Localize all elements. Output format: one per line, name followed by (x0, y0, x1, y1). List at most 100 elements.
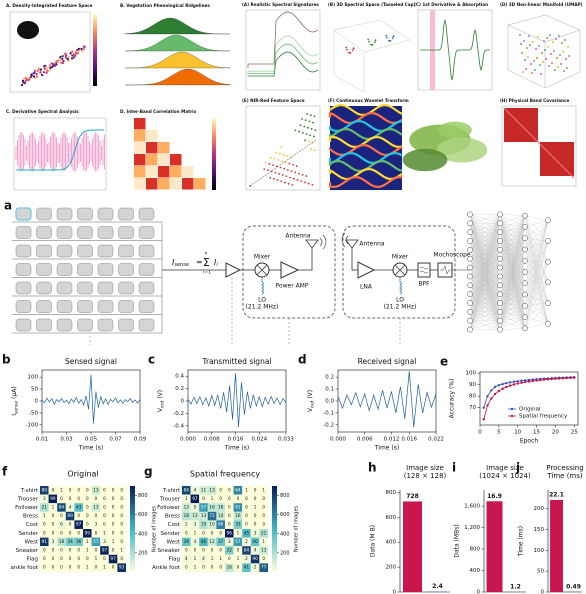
panel-label: f (2, 465, 8, 479)
cell-label: 0 (77, 556, 80, 561)
nn-edge (469, 214, 501, 250)
y-axis-label: Vout(V) (307, 390, 316, 412)
heatmap-cell (83, 546, 92, 555)
deco-dot (519, 34, 521, 36)
nn-edge (524, 283, 549, 324)
row-label: Cost (26, 522, 39, 528)
deco-dot (314, 129, 317, 132)
deco-dot (45, 66, 48, 69)
heatmap-cell (182, 554, 191, 564)
heatmap-cell (74, 503, 83, 512)
cell-label: 0 (69, 496, 72, 501)
heatmap-cell (65, 486, 75, 495)
deco-cell (182, 166, 194, 178)
y-tick-label: 600 (386, 515, 397, 521)
cell-label: 1 (103, 530, 106, 535)
nn-node (522, 224, 528, 230)
heatmap-cell (83, 494, 92, 504)
heatmap-cell (216, 537, 225, 547)
y-tick-label: 0 (477, 590, 481, 594)
cell-label: 97 (110, 556, 116, 561)
deco-dot (83, 45, 86, 48)
nn-edge (524, 294, 549, 304)
cell-label: 40 (252, 539, 258, 544)
cell-label: 1 (194, 530, 197, 535)
deco-cell (134, 178, 146, 190)
heatmap-cell (190, 537, 200, 547)
nn-edge (469, 214, 501, 330)
nn-edge (524, 323, 549, 329)
nn-edge (499, 215, 526, 321)
deco-cell (134, 142, 146, 154)
heatmap-cell (216, 546, 225, 555)
nn-edge (499, 215, 526, 295)
deco-dot (521, 52, 523, 54)
panel-label: c (148, 353, 155, 367)
deco-dot (549, 34, 551, 36)
scope-wave (440, 265, 451, 275)
heatmap-cell (225, 537, 234, 547)
cell-label: 1 (103, 565, 106, 570)
cell-label: 1 (95, 556, 98, 561)
heatmap-cell (65, 494, 75, 504)
cell-label: 0 (103, 505, 106, 510)
heatmap-cell (225, 503, 234, 512)
nn-node (522, 302, 528, 309)
nn-edge (499, 223, 526, 239)
heatmap-cell (207, 546, 217, 555)
nn-edge (499, 223, 526, 250)
data-point (508, 381, 512, 384)
cell-label: 0 (77, 565, 80, 570)
heatmap-cell (190, 520, 200, 529)
deco-dot (566, 67, 568, 69)
heatmap-cell (100, 546, 109, 555)
nn-edge (524, 283, 549, 304)
deco-dot (313, 115, 316, 118)
deco-cell (146, 178, 158, 190)
x-axis-label: Time (s) (78, 445, 103, 452)
heatmap-cell (199, 537, 208, 547)
sensor-cell (118, 318, 134, 332)
cell-label: 3 (103, 539, 106, 544)
heatmap-cell (182, 520, 191, 529)
cell-label: 19 (201, 522, 207, 527)
x-tick-label: 5 (497, 430, 501, 436)
deco-dot (525, 68, 527, 70)
deco-dot (52, 64, 55, 67)
cell-label: 0 (60, 565, 63, 570)
deco-dot (536, 57, 538, 59)
sensor-cell (77, 244, 93, 258)
nn-edge (524, 240, 549, 250)
lna-symbol (357, 261, 376, 279)
deco-dot (548, 65, 550, 67)
deco-dot (60, 61, 63, 64)
sensor-cell (56, 300, 73, 313)
chart-subtitle: (128 × 128) (404, 472, 447, 480)
deco-dot (294, 171, 297, 174)
deco-dot (554, 69, 556, 71)
deco-dot (533, 60, 535, 62)
deco-dot (277, 159, 280, 161)
deco-dot (55, 63, 58, 66)
nn-edge (499, 328, 526, 330)
sensor-cell (77, 318, 93, 332)
cell-label: 0 (52, 556, 55, 561)
panel-title: A. Density-Integrated Feature Space (6, 3, 93, 8)
antenna-symbol (345, 239, 359, 270)
nn-edge (524, 220, 549, 228)
deco-dot (391, 37, 394, 40)
nn-edge (499, 294, 526, 330)
sensor-cell (15, 300, 32, 313)
data-point (520, 379, 523, 382)
nn-edge (499, 238, 526, 250)
deco-dot (296, 179, 299, 181)
x-tick-label: 0.01 (36, 437, 48, 443)
chart-title: Image size (486, 464, 524, 472)
nn-edge (524, 226, 549, 324)
x-tick-label: 0.000 (180, 437, 196, 443)
nn-node (497, 291, 503, 297)
deco-dot (534, 69, 536, 71)
heatmap-cell (83, 486, 92, 495)
nn-edge (524, 271, 549, 283)
nn-edge (469, 311, 501, 330)
